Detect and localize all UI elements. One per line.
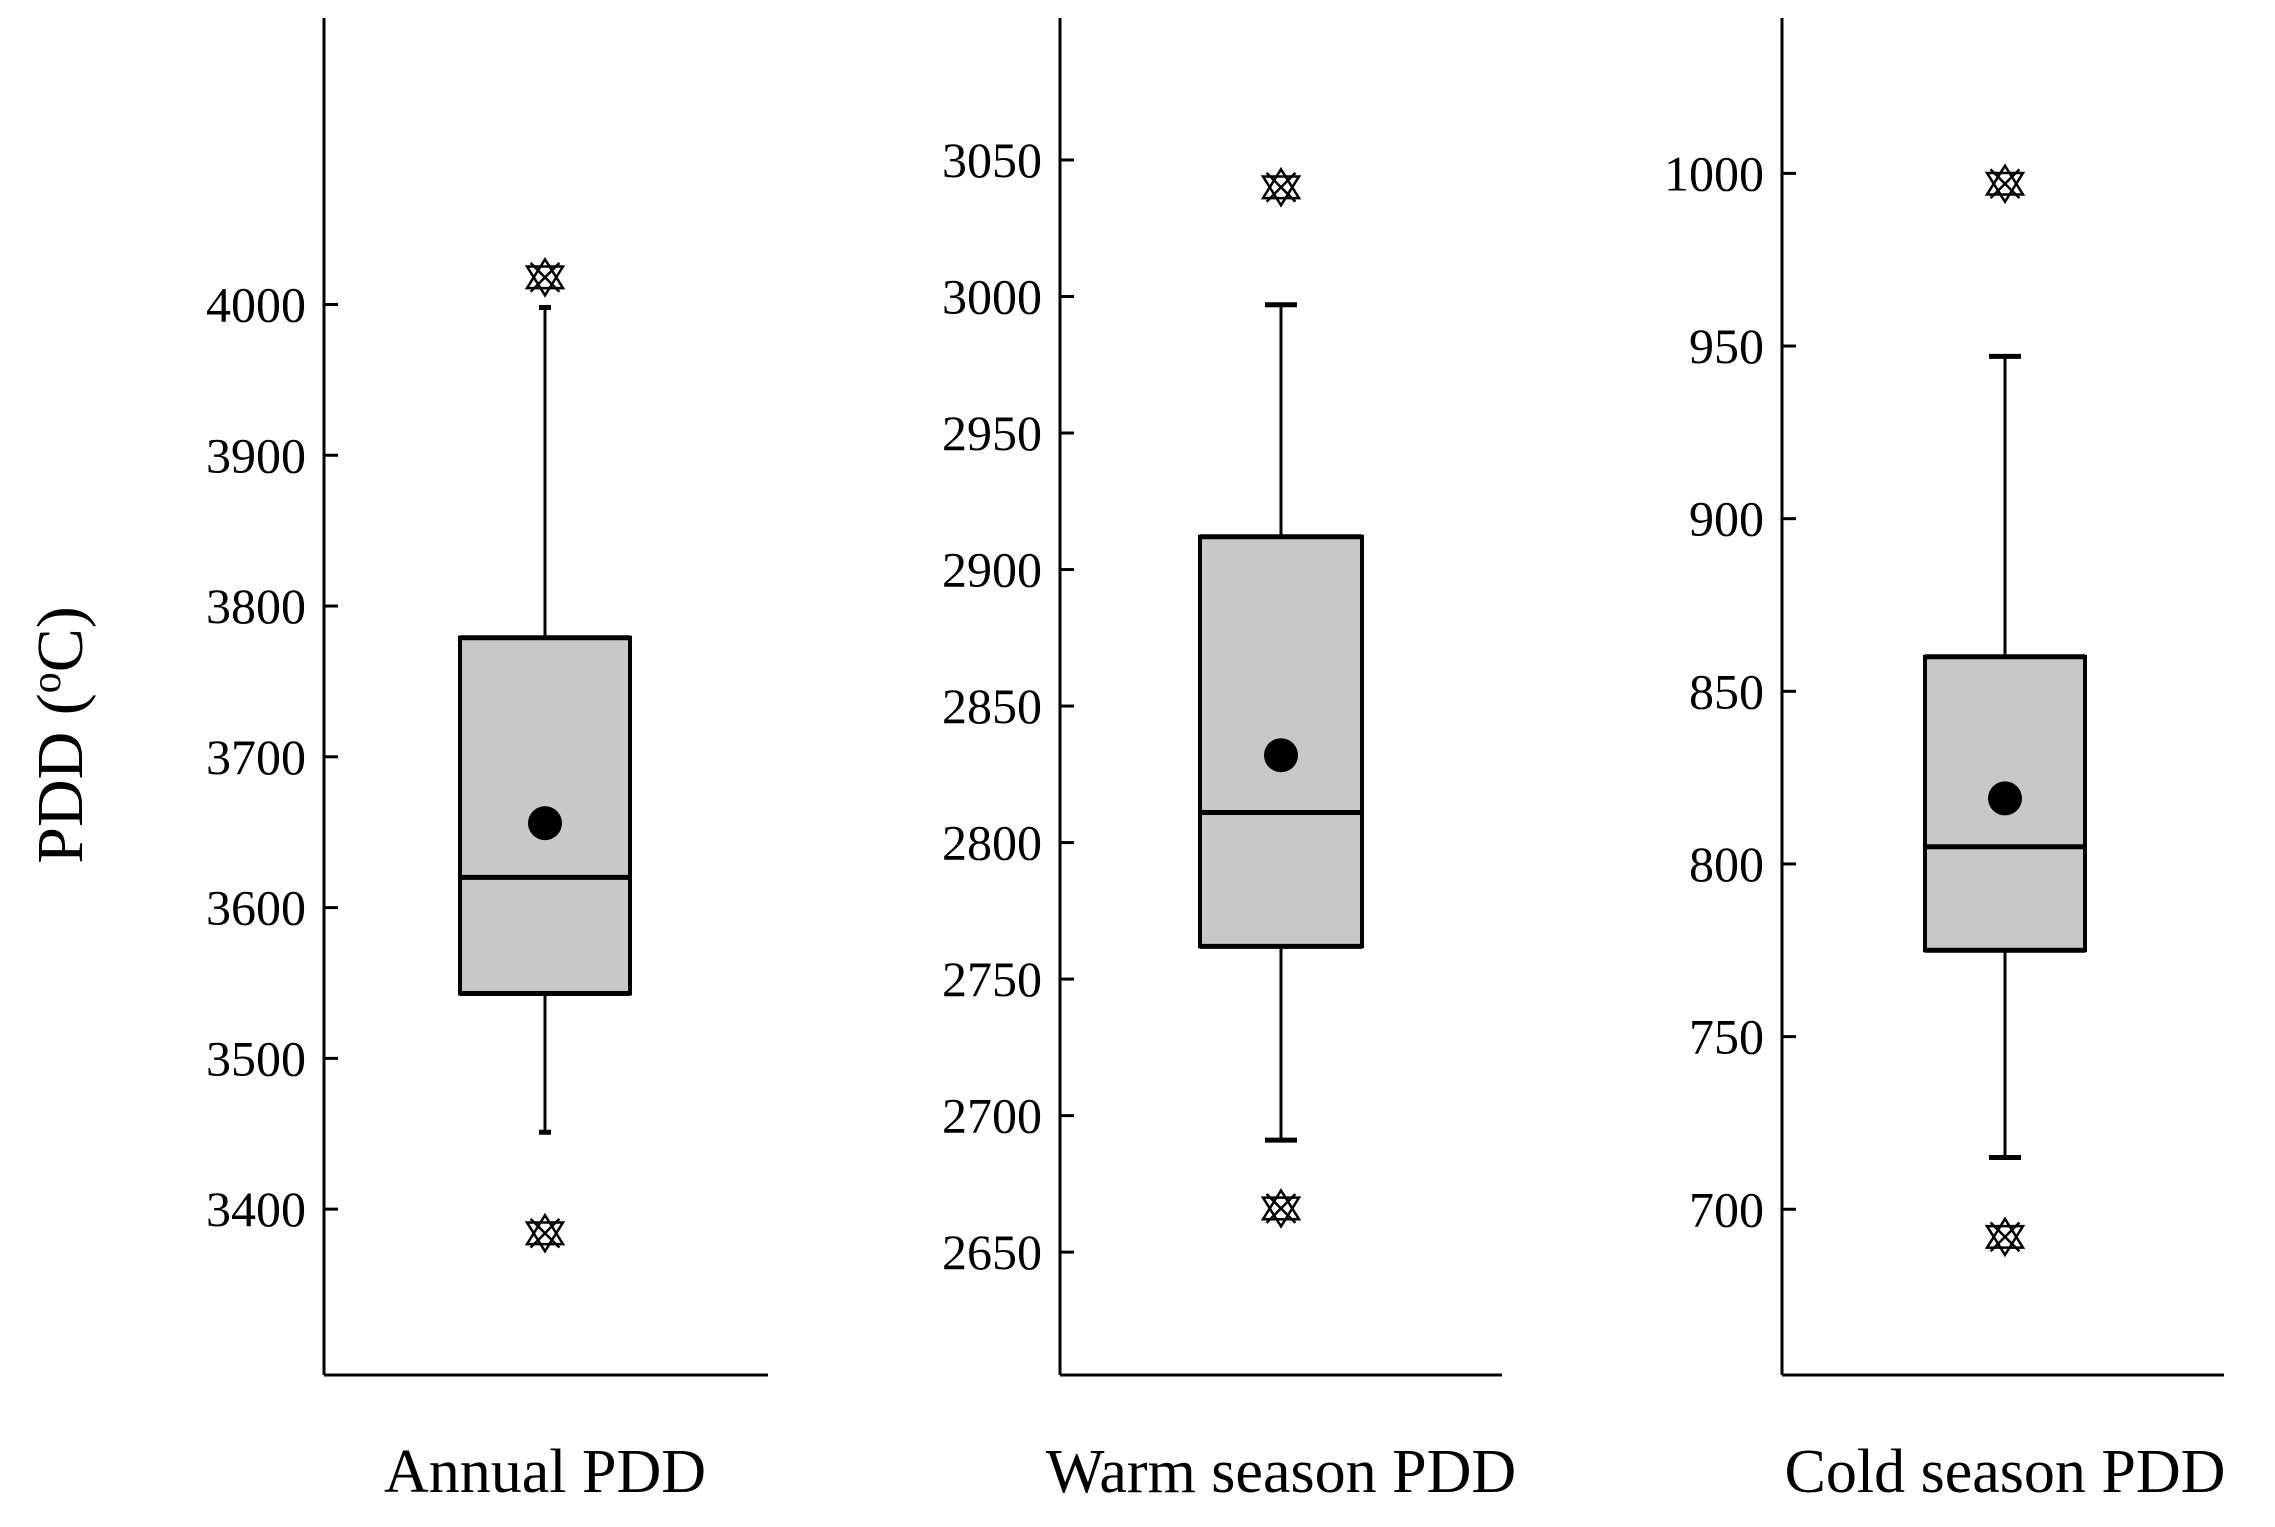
- panel-3-y-tick-label: 750: [1689, 1009, 1764, 1065]
- panel-1-y-tick-label: 4000: [206, 276, 306, 332]
- panel-3-y-tick-label: 1000: [1664, 145, 1764, 201]
- panel-3-y-tick-label: 850: [1689, 663, 1764, 719]
- panel-2-y-tick-label: 2950: [942, 405, 1042, 461]
- panel-2-mean-marker: [1264, 738, 1298, 773]
- panel-3-y-tick-label: 700: [1689, 1181, 1764, 1237]
- panel-2-y-tick-label: 2900: [942, 542, 1042, 598]
- panel-1-y-tick-label: 3700: [206, 729, 306, 785]
- y-title-prefix: PDD (: [24, 693, 97, 864]
- panel-2-y-tick-label: 2800: [942, 815, 1042, 871]
- panel-1-min-extreme-marker: [524, 1212, 566, 1254]
- panel-2-category-label: Warm season PDD: [1046, 1438, 1516, 1506]
- panel-2-y-tick-label: 3000: [942, 268, 1042, 324]
- panel-1-y-tick-label: 3600: [206, 880, 306, 936]
- panel-1-y-tick-label: 3500: [206, 1030, 306, 1086]
- panel-3-y-tick-label: 900: [1689, 491, 1764, 547]
- panel-1-category-label: Annual PDD: [384, 1438, 706, 1506]
- panel-2-y-tick-label: 2850: [942, 678, 1042, 734]
- panel-1-y-tick-label: 3800: [206, 578, 306, 634]
- panel-2-y-tick-label: 2650: [942, 1224, 1042, 1280]
- panel-2-max-extreme-marker: [1260, 166, 1302, 208]
- panel-2-y-tick-label: 2700: [942, 1088, 1042, 1144]
- panel-3-max-extreme-marker: [1984, 163, 2026, 205]
- panel-3-min-extreme-marker: [1984, 1216, 2026, 1258]
- panel-1-max-extreme-marker: [524, 256, 566, 298]
- panel-1-y-tick-label: 3900: [206, 427, 306, 483]
- panel-3-category-label: Cold season PDD: [1785, 1438, 2226, 1506]
- panel-3-y-tick-label: 950: [1689, 318, 1764, 374]
- y-title-suffix: C): [24, 606, 97, 672]
- panel-3-mean-marker: [1988, 781, 2022, 816]
- panel-1-mean-marker: [528, 806, 562, 841]
- panel-2-y-tick-label: 2750: [942, 951, 1042, 1007]
- y-axis-title: PDD (oC): [24, 606, 97, 864]
- panel-2-min-extreme-marker: [1260, 1188, 1302, 1229]
- y-title-degree: o: [24, 672, 70, 693]
- panel-2-y-tick-label: 3050: [942, 132, 1042, 188]
- panel-1-y-tick-label: 3400: [206, 1181, 306, 1237]
- panel-3-y-tick-label: 800: [1689, 836, 1764, 892]
